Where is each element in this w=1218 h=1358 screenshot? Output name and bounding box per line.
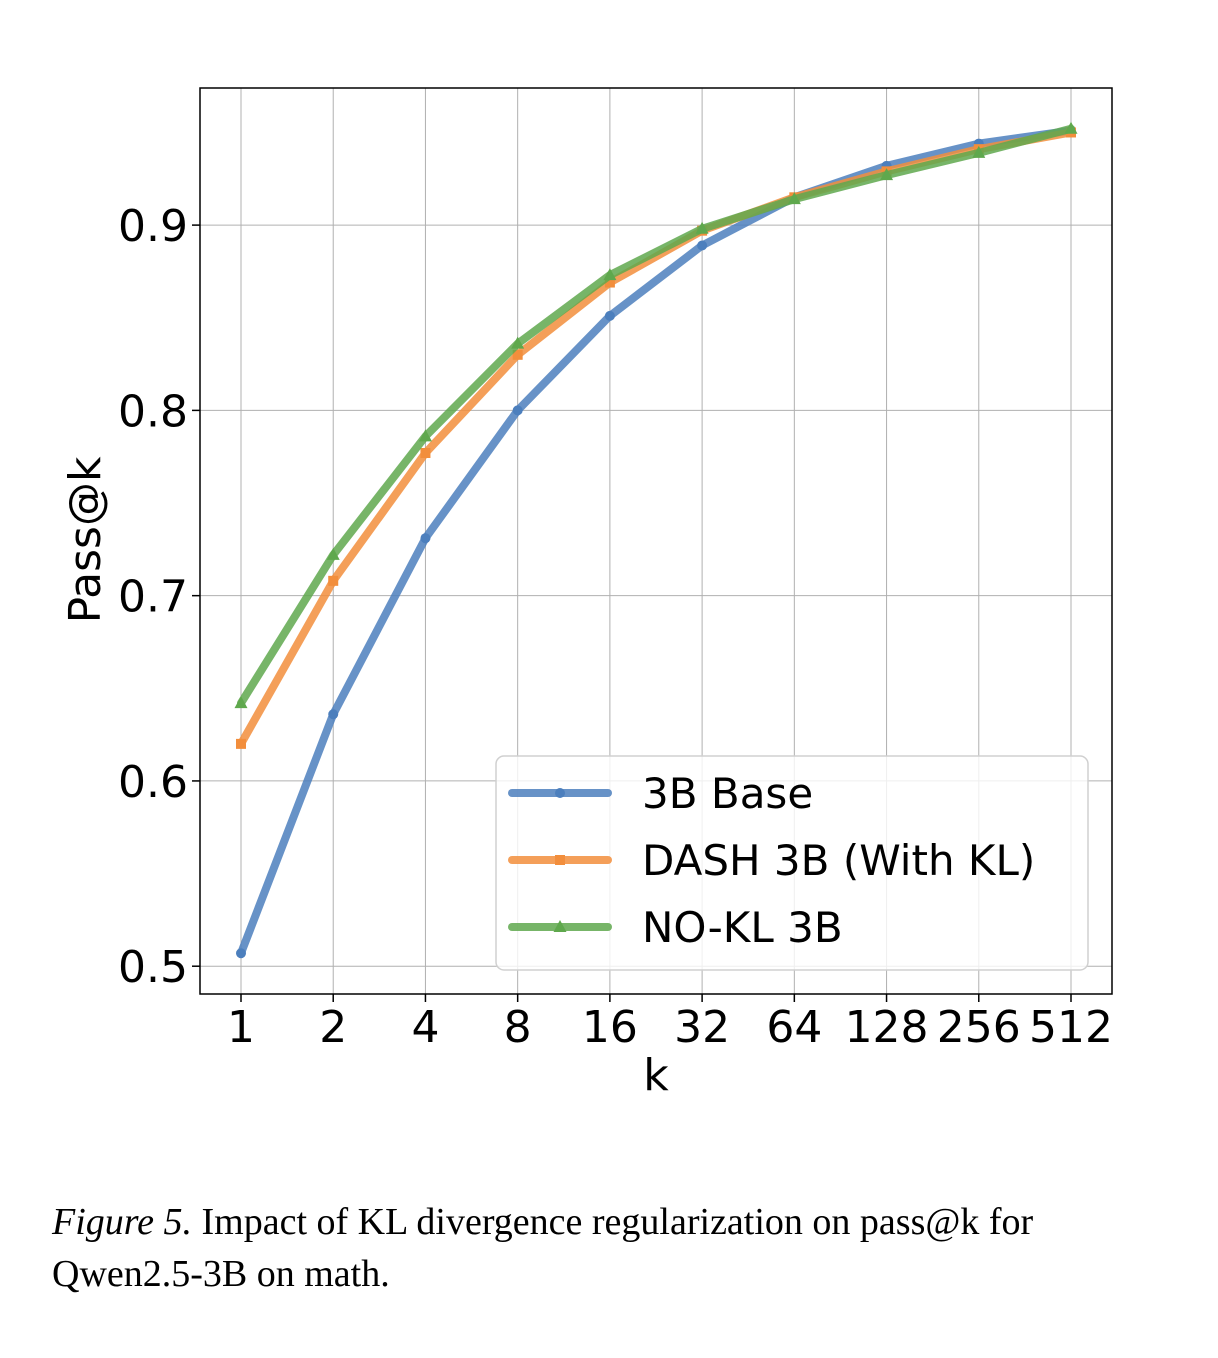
data-point xyxy=(511,336,525,349)
legend-label: 3B Base xyxy=(642,769,813,818)
x-tick-label: 256 xyxy=(937,1002,1021,1053)
data-point xyxy=(972,145,986,158)
figure: 1 2 4 8 16 32 64 128 256 512 0.5 0.6 0.7 0.8 0.9 k Pa… xyxy=(60,87,1113,1101)
legend-marker xyxy=(555,788,565,798)
line-chart: 1 2 4 8 16 32 64 128 256 512 0.5 0.6 0.7 0.8 0.9 k Pa… xyxy=(60,87,1113,1101)
y-axis-label: Pass@k xyxy=(60,456,111,623)
data-point xyxy=(328,709,339,720)
data-point xyxy=(234,696,248,709)
x-axis-label: k xyxy=(643,1050,669,1101)
data-point xyxy=(604,277,615,288)
data-point xyxy=(880,168,894,181)
legend-entry: DASH 3B (With KL) xyxy=(508,836,1035,885)
x-tick-label: 16 xyxy=(582,1002,638,1053)
data-point xyxy=(1064,121,1078,134)
legend-label: DASH 3B (With KL) xyxy=(642,836,1035,885)
data-point xyxy=(695,221,709,234)
x-tick-label: 32 xyxy=(674,1002,730,1053)
legend-box xyxy=(495,755,1089,971)
x-tick-label: 2 xyxy=(319,1002,347,1053)
x-tick-label: 512 xyxy=(1029,1002,1113,1053)
data-point xyxy=(603,268,617,281)
legend-entry: 3B Base xyxy=(508,769,813,818)
series-3 xyxy=(234,121,1078,709)
data-point xyxy=(420,447,431,458)
data-point xyxy=(697,240,708,251)
data-point xyxy=(787,192,801,205)
caption-label: Figure 5. xyxy=(52,1201,193,1243)
y-tick-label: 0.7 xyxy=(118,572,188,623)
data-point xyxy=(420,533,431,544)
data-point xyxy=(512,349,523,360)
grid xyxy=(200,88,1112,994)
x-tick-label: 4 xyxy=(411,1002,439,1053)
caption-text: Impact of KL divergence regularization o… xyxy=(52,1201,1034,1295)
y-tick-label: 0.6 xyxy=(118,757,188,808)
legend-entry: NO-KL 3B xyxy=(508,903,843,952)
legend-label: NO-KL 3B xyxy=(642,903,843,952)
x-axis-ticks: 1 2 4 8 16 32 64 128 256 512 xyxy=(227,994,1113,1053)
data-point xyxy=(328,575,339,586)
data-point xyxy=(418,429,432,442)
figure-caption: Figure 5. Impact of KL divergence regula… xyxy=(52,1196,1172,1300)
legend: 3B Base DASH 3B (With KL) NO-KL 3B xyxy=(495,755,1089,971)
x-tick-label: 1 xyxy=(227,1002,255,1053)
legend-marker xyxy=(553,920,567,932)
y-axis-ticks: 0.5 0.6 0.7 0.8 0.9 xyxy=(118,201,200,993)
series-line xyxy=(237,124,1075,708)
data-point xyxy=(326,547,340,560)
y-tick-label: 0.5 xyxy=(118,942,188,993)
data-point xyxy=(236,948,246,959)
legend-entries: 3B Base DASH 3B (With KL) NO-KL 3B xyxy=(508,769,1035,952)
y-tick-label: 0.8 xyxy=(118,386,188,437)
legend-marker xyxy=(555,855,565,865)
x-tick-label: 128 xyxy=(845,1002,929,1053)
data-point xyxy=(236,738,246,749)
data-point xyxy=(512,405,523,416)
series-layer xyxy=(234,121,1078,959)
x-tick-label: 64 xyxy=(766,1002,822,1053)
data-point xyxy=(604,310,615,321)
series-line xyxy=(237,126,1075,958)
plot-frame xyxy=(199,87,1113,995)
x-tick-label: 8 xyxy=(504,1002,532,1053)
y-tick-label: 0.9 xyxy=(118,201,188,252)
